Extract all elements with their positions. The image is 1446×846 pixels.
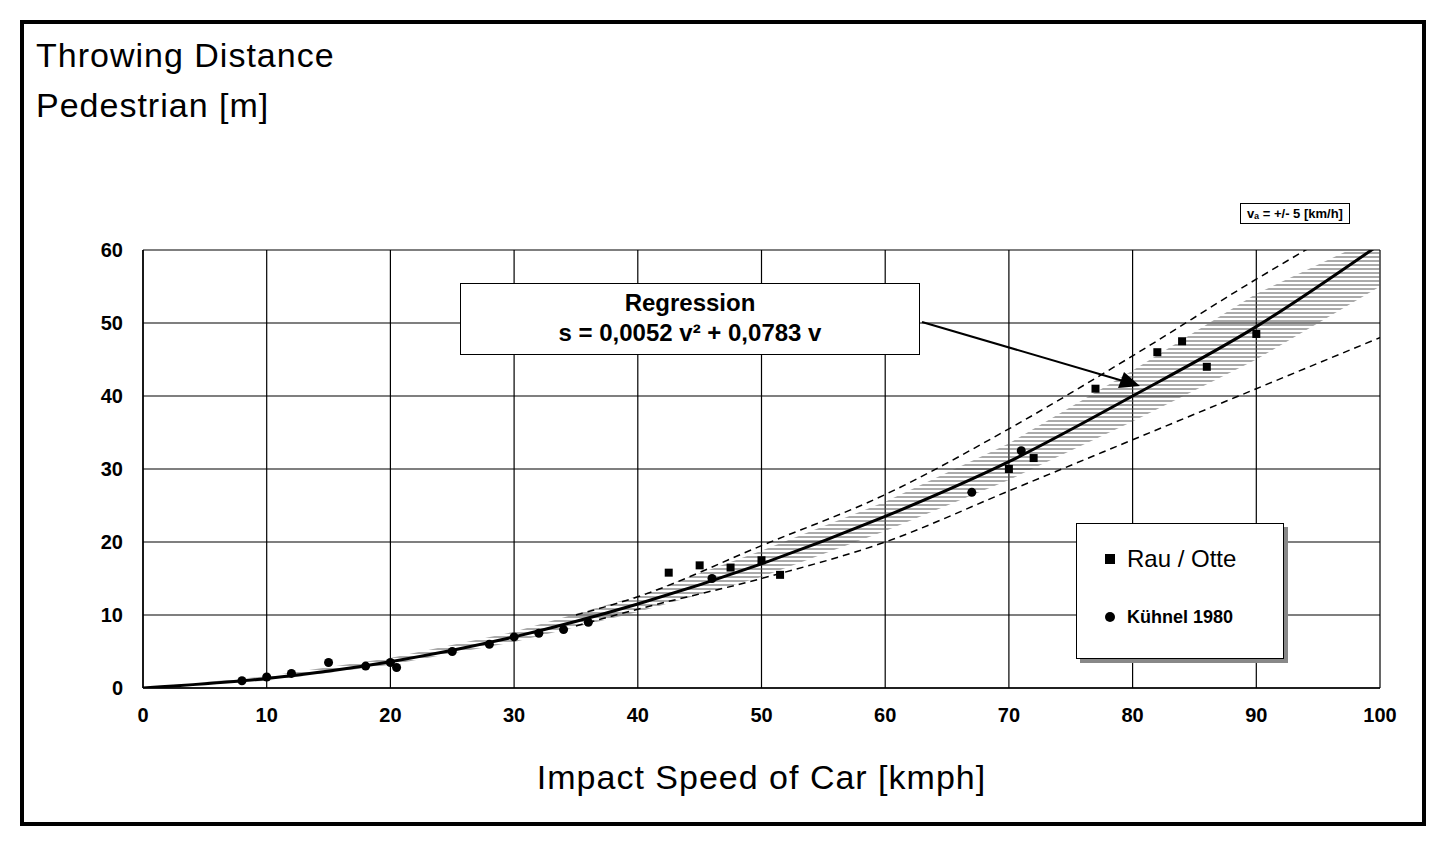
- html-text:Impact Speed of Car [kmph]: Impact Speed of Car [kmph]: [536, 758, 987, 796]
- svg-text:50: 50: [750, 704, 772, 726]
- html-text:Rau / Otte: Rau / Otte: [1127, 545, 1237, 572]
- svg-text:20: 20: [101, 531, 123, 553]
- svg-text:20: 20: [379, 704, 401, 726]
- html-text:vₐ = +/- 5 [km/h]: vₐ = +/- 5 [km/h]: [1247, 206, 1343, 221]
- svg-text:70: 70: [998, 704, 1020, 726]
- svg-text:0: 0: [112, 677, 123, 699]
- html-text:Kühnel 1980: Kühnel 1980: [1127, 606, 1233, 627]
- html-text:Throwing Distance Pedestrian [: Throwing Distance Pedestrian [m]: [36, 36, 335, 124]
- svg-text:50: 50: [101, 312, 123, 334]
- html-text:s = 0,0052 v² + 0,0783 v: s = 0,0052 v² + 0,0783 v: [558, 319, 822, 346]
- svg-text:10: 10: [101, 604, 123, 626]
- svg-text:90: 90: [1245, 704, 1267, 726]
- svg-text:40: 40: [101, 385, 123, 407]
- svg-text:80: 80: [1121, 704, 1143, 726]
- html-text:Regression: Regression: [624, 289, 756, 316]
- svg-text:100: 100: [1363, 704, 1396, 726]
- svg-text:60: 60: [874, 704, 896, 726]
- svg-text:60: 60: [101, 239, 123, 261]
- svg-text:40: 40: [627, 704, 649, 726]
- svg-text:10: 10: [256, 704, 278, 726]
- svg-text:30: 30: [101, 458, 123, 480]
- svg-text:0: 0: [137, 704, 148, 726]
- svg-text:30: 30: [503, 704, 525, 726]
